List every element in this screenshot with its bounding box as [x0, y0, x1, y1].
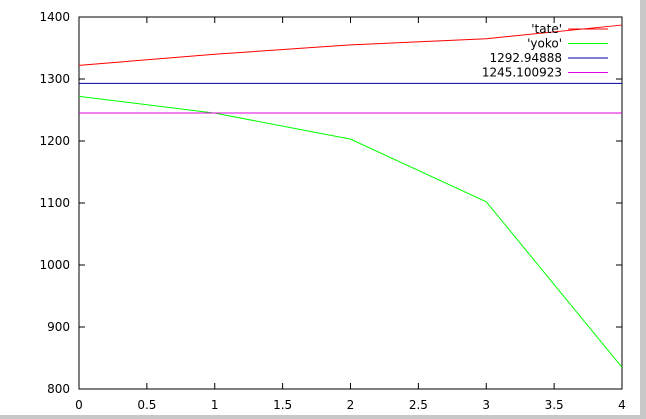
- x-tick-label: 3.5: [545, 398, 564, 412]
- x-tick-label: 0: [75, 398, 83, 412]
- y-tick-label: 1000: [39, 258, 70, 272]
- x-tick-label: 2: [347, 398, 355, 412]
- legend-label-0: 'tate': [531, 22, 562, 36]
- y-tick-label: 1100: [39, 196, 70, 210]
- legend-label-3: 1245.100923: [482, 66, 562, 80]
- x-tick-label: 0.5: [137, 398, 156, 412]
- series-line-1: [78, 95, 623, 368]
- x-tick-label: 3: [482, 398, 490, 412]
- y-tick-label: 900: [47, 320, 70, 334]
- x-tick-label: 1.5: [273, 398, 292, 412]
- x-tick-label: 4: [618, 398, 626, 412]
- x-tick-label: 1: [211, 398, 219, 412]
- y-tick-label: 1200: [39, 134, 70, 148]
- y-tick-label: 800: [47, 382, 70, 396]
- legend-label-1: 'yoko': [527, 37, 562, 51]
- y-tick-label: 1400: [39, 10, 70, 24]
- x-tick-label: 2.5: [409, 398, 428, 412]
- series-line-0: [78, 24, 623, 66]
- y-tick-label: 1300: [39, 72, 70, 86]
- legend-label-2: 1292.94888: [489, 51, 562, 65]
